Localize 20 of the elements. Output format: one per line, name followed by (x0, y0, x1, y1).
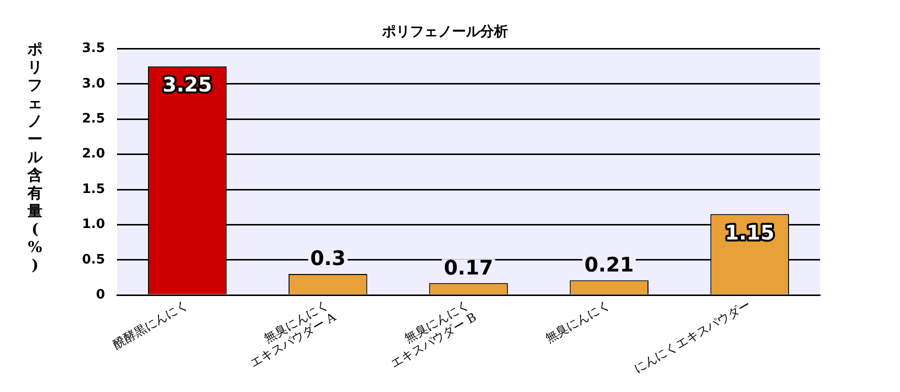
y-tick-label: 1.0 (82, 217, 106, 232)
x-tick-label: 無臭にんにく エキスパウダー A (248, 297, 338, 370)
y-tick-label: 3.0 (82, 76, 106, 92)
data-label: 1.15 (725, 220, 774, 244)
y-tick-label: 2.5 (82, 112, 106, 127)
data-label: 3.25 (162, 72, 212, 97)
x-tick-label: 無臭にんにく (542, 297, 612, 346)
data-label: 0.3 (310, 246, 346, 270)
x-tick-label: にんにくエキスパウダー (631, 297, 753, 376)
y-tick-label: 1.5 (82, 182, 106, 197)
x-tick-label: 醗酵黒にんにく (110, 297, 190, 352)
y-tick-label: 0 (96, 287, 106, 302)
y-tick-label: 0.5 (82, 252, 106, 268)
text: ポリフェノール含有量(%) (28, 40, 42, 274)
y-tick-label: 3.5 (82, 41, 106, 56)
y-tick-label: 2.0 (82, 146, 106, 162)
chart-title: ポリフェノール分析 (381, 24, 508, 40)
data-label: 0.21 (584, 252, 634, 276)
data-label: 0.17 (444, 255, 494, 280)
x-tick-label: 無臭にんにく エキスパウダー B (388, 297, 479, 370)
